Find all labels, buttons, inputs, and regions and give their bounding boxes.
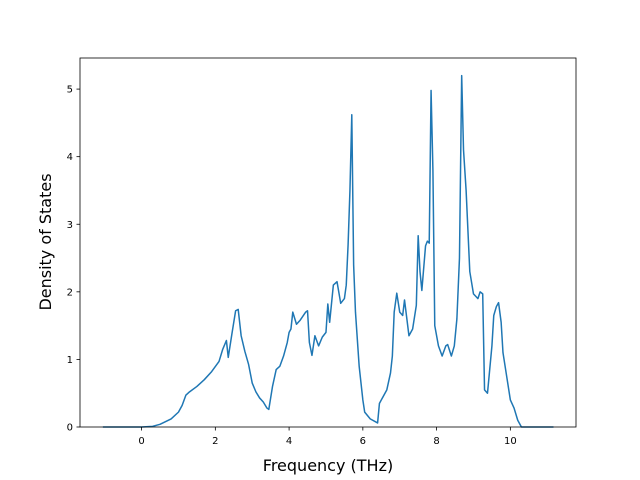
y-tick-label: 1 — [67, 355, 73, 366]
y-tick-label: 5 — [67, 85, 73, 96]
x-axis-label: Frequency (THz) — [263, 456, 393, 475]
y-tick-label: 0 — [67, 423, 73, 434]
y-tick-label: 3 — [67, 220, 73, 231]
x-tick-label: 0 — [138, 436, 144, 447]
x-tick-label: 8 — [433, 436, 439, 447]
dos-line — [102, 74, 554, 428]
y-tick-label: 4 — [67, 152, 73, 163]
x-tick-label: 4 — [286, 436, 292, 447]
x-tick-label: 2 — [212, 436, 218, 447]
x-tick-label: 6 — [360, 436, 366, 447]
y-tick-label: 2 — [67, 287, 73, 298]
x-tick-label: 10 — [504, 436, 517, 447]
plot-frame — [79, 57, 577, 428]
y-axis-label: Density of States — [36, 173, 55, 310]
